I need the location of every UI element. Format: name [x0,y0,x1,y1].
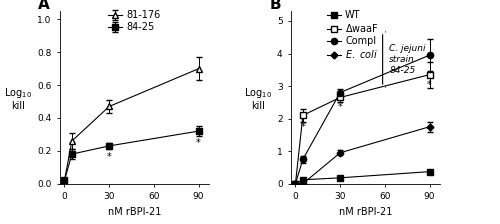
X-axis label: nM rBPI-21: nM rBPI-21 [339,207,392,217]
Legend: WT, $\Delta$waaF, Compl, $\it{E.\ coli}$: WT, $\Delta$waaF, Compl, $\it{E.\ coli}$ [326,9,380,61]
Text: *: * [196,138,201,148]
X-axis label: nM rBPI-21: nM rBPI-21 [108,207,161,217]
Text: *: * [300,122,306,132]
Text: A: A [38,0,50,12]
Text: *: * [107,153,112,162]
Text: B: B [270,0,281,12]
Text: C. jejuni
strain
84-25: C. jejuni strain 84-25 [390,44,426,75]
Y-axis label: Log$_{10}$
kill: Log$_{10}$ kill [4,86,32,111]
Text: *: * [427,80,432,90]
Legend: 81-176, 84-25: 81-176, 84-25 [106,9,162,33]
Y-axis label: Log$_{10}$
kill: Log$_{10}$ kill [244,86,272,111]
Text: *: * [338,102,342,112]
